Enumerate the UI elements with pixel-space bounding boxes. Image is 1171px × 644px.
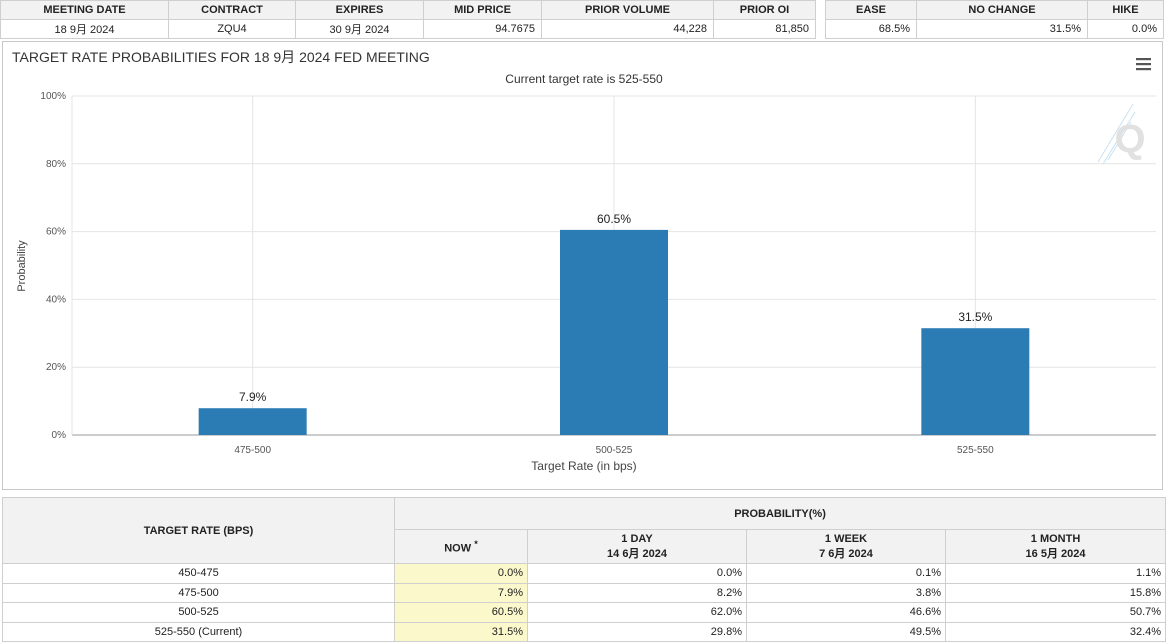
rate-cell: 500-525 xyxy=(2,602,395,623)
meeting-info-table: MEETING DATE CONTRACT EXPIRES MID PRICE … xyxy=(0,0,816,39)
one-month-cell: 15.8% xyxy=(944,582,1167,603)
one-week-label: 1 WEEK xyxy=(824,532,868,545)
y-tick-label: 100% xyxy=(40,91,66,102)
one-week-cell: 0.1% xyxy=(746,563,946,584)
one-day-cell: 29.8% xyxy=(527,621,747,642)
meeting-info-value-row: 18 9月 2024 ZQU4 30 9月 2024 94.7675 44,22… xyxy=(0,19,816,39)
hike-header: HIKE xyxy=(1087,0,1164,20)
ease-value: 68.5% xyxy=(825,19,917,39)
one-day-cell: 0.0% xyxy=(527,563,747,584)
one-day-column-header: 1 DAY 14 6月 2024 xyxy=(527,529,747,564)
no-change-header: NO CHANGE xyxy=(916,0,1088,20)
rate-cell: 525-550 (Current) xyxy=(2,621,395,642)
bar-475-500 xyxy=(198,408,307,435)
summary-probability-table: EASE NO CHANGE HIKE 68.5% 31.5% 0.0% xyxy=(825,0,1164,39)
one-month-label: 1 MONTH xyxy=(1030,532,1081,545)
hike-value: 0.0% xyxy=(1087,19,1164,39)
now-column-header: NOW * xyxy=(394,529,528,564)
x-tick-label: 500-525 xyxy=(596,445,633,456)
y-tick-label: 20% xyxy=(46,362,66,373)
now-asterisk: * xyxy=(474,538,478,549)
expires-value: 30 9月 2024 xyxy=(295,19,424,39)
table-row: 525-550 (Current) 31.5% 29.8% 49.5% 32.4… xyxy=(2,621,1167,642)
bar-500-525 xyxy=(560,229,668,435)
chart-subtitle: Current target rate is 525-550 xyxy=(505,72,663,86)
y-tick-label: 0% xyxy=(52,430,67,441)
now-cell: 7.9% xyxy=(394,582,528,603)
contract-header: CONTRACT xyxy=(168,0,296,20)
now-cell: 31.5% xyxy=(394,621,528,642)
hamburger-menu-icon[interactable] xyxy=(1133,56,1155,74)
table-row: 475-500 7.9% 8.2% 3.8% 15.8% xyxy=(2,582,1167,603)
probability-bar-chart: TARGET RATE PROBABILITIES FOR 18 9月 2024… xyxy=(12,49,1156,473)
probability-table-header-row-2: NOW * 1 DAY 14 6月 2024 1 WEEK 7 6月 2024 … xyxy=(3,529,1167,564)
one-week-column-header: 1 WEEK 7 6月 2024 xyxy=(746,529,946,564)
mid-price-header: MID PRICE xyxy=(423,0,542,20)
rate-cell: 475-500 xyxy=(2,582,395,603)
probability-table-header-row-1: TARGET RATE (BPS) PROBABILITY(%) xyxy=(2,497,1167,564)
prior-volume-header: PRIOR VOLUME xyxy=(541,0,714,20)
x-tick-label: 525-550 xyxy=(957,445,994,456)
q-logo-icon: Q xyxy=(1097,103,1146,165)
target-rate-header: TARGET RATE (BPS) xyxy=(2,497,395,564)
summary-value-row: 68.5% 31.5% 0.0% xyxy=(825,19,1164,39)
contract-value: ZQU4 xyxy=(168,19,296,39)
prior-oi-header: PRIOR OI xyxy=(713,0,816,20)
now-label: NOW xyxy=(444,542,472,555)
now-cell: 0.0% xyxy=(394,563,528,584)
one-day-date: 14 6月 2024 xyxy=(607,547,667,560)
meeting-date-value: 18 9月 2024 xyxy=(0,19,169,39)
meeting-info-header-row: MEETING DATE CONTRACT EXPIRES MID PRICE … xyxy=(0,0,816,20)
chart-labels: 0% 20% 40% 60% 80% 100% 7.9% 475-500 60.5% 500-52… xyxy=(40,91,994,456)
one-month-column-header: 1 MONTH 16 5月 2024 xyxy=(944,529,1167,564)
y-axis-title: Probability xyxy=(16,240,28,292)
x-tick-label: 475-500 xyxy=(234,445,271,456)
data-label-525-550: 31.5% xyxy=(958,310,992,324)
y-tick-label: 60% xyxy=(46,227,66,238)
y-tick-label: 80% xyxy=(46,159,66,170)
one-month-cell: 50.7% xyxy=(944,602,1167,623)
now-cell: 60.5% xyxy=(394,602,528,623)
table-row: 450-475 0.0% 0.0% 0.1% 1.1% xyxy=(2,563,1167,584)
no-change-value: 31.5% xyxy=(916,19,1088,39)
table-row: 500-525 60.5% 62.0% 46.6% 50.7% xyxy=(2,602,1167,623)
one-month-date: 16 5月 2024 xyxy=(1025,547,1086,560)
ease-header: EASE xyxy=(825,0,917,20)
summary-header-row: EASE NO CHANGE HIKE xyxy=(825,0,1164,20)
one-month-cell: 1.1% xyxy=(944,563,1167,584)
bar-525-550 xyxy=(921,328,1030,435)
one-week-cell: 46.6% xyxy=(746,602,946,623)
data-label-500-525: 60.5% xyxy=(597,212,631,226)
y-tick-label: 40% xyxy=(46,294,66,305)
expires-header: EXPIRES xyxy=(295,0,424,20)
one-week-cell: 49.5% xyxy=(746,621,946,642)
probability-header: PROBABILITY(%) xyxy=(393,497,1167,530)
prior-oi-value: 81,850 xyxy=(713,19,816,39)
one-month-cell: 32.4% xyxy=(944,621,1167,642)
mid-price-value: 94.7675 xyxy=(423,19,542,39)
one-day-label: 1 DAY xyxy=(621,532,653,545)
probability-chart-panel: TARGET RATE PROBABILITIES FOR 18 9月 2024… xyxy=(2,41,1163,490)
one-week-date: 7 6月 2024 xyxy=(819,547,873,560)
prior-volume-value: 44,228 xyxy=(541,19,714,39)
svg-text:Q: Q xyxy=(1114,117,1145,161)
meeting-date-header: MEETING DATE xyxy=(0,0,169,20)
x-axis-title: Target Rate (in bps) xyxy=(531,459,636,473)
one-week-cell: 3.8% xyxy=(746,582,946,603)
chart-title: TARGET RATE PROBABILITIES FOR 18 9月 2024… xyxy=(12,49,430,65)
one-day-cell: 8.2% xyxy=(527,582,747,603)
rate-cell: 450-475 xyxy=(2,563,395,584)
one-day-cell: 62.0% xyxy=(527,602,747,623)
chart-bars xyxy=(198,229,1030,435)
data-label-475-500: 7.9% xyxy=(239,390,267,404)
probability-table: TARGET RATE (BPS) PROBABILITY(%) NOW * 1… xyxy=(2,497,1167,642)
